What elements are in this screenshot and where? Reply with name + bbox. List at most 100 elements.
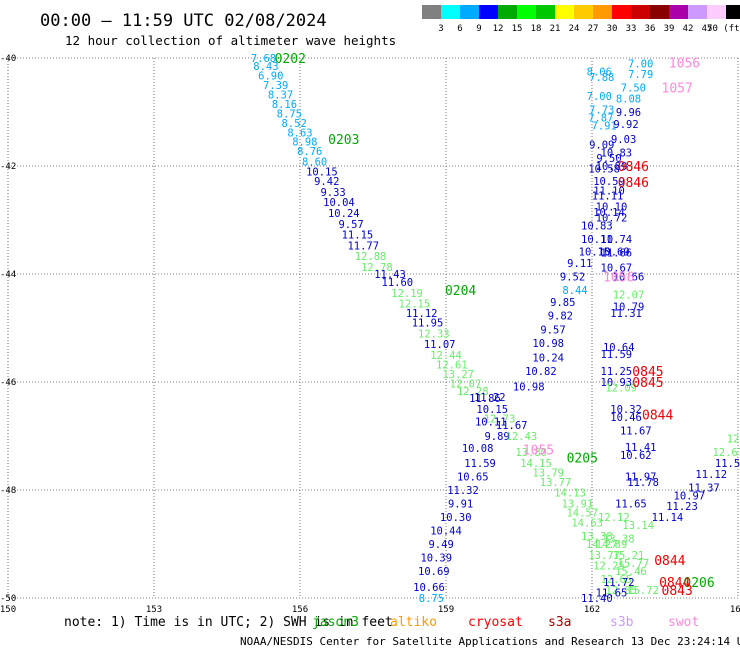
data-point: 12.25	[593, 561, 625, 573]
data-point: 14.15	[520, 458, 552, 470]
data-point: 11.41	[625, 442, 657, 454]
legend-label-1: 6	[457, 24, 462, 34]
data-point: 10.62	[620, 450, 652, 462]
pass-label-cryosat: 0845	[632, 376, 663, 391]
x-tick-label-1: 153	[146, 605, 162, 615]
data-point: 12.65	[601, 574, 633, 586]
data-point: 11.72	[603, 577, 635, 589]
data-point: 13.80	[515, 447, 547, 459]
data-point: 10.15	[306, 166, 338, 178]
legend-label-15: 70 (ft)	[707, 24, 740, 34]
satellite-label-cryosat: cryosat	[468, 615, 523, 630]
data-point: 10.44	[430, 526, 462, 538]
data-point: 13.38	[581, 531, 613, 543]
data-point: 8.43	[253, 61, 278, 73]
data-point: 10.08	[462, 443, 494, 455]
satellite-label-jason3: jason3	[312, 615, 359, 630]
legend-label-11: 36	[645, 24, 656, 34]
data-point: 10.98	[513, 381, 545, 393]
data-point: 10.89	[596, 161, 628, 173]
data-point: 12.43	[506, 431, 538, 443]
pass-label-cryosat: 0844	[642, 408, 673, 423]
data-point: 9.82	[548, 311, 573, 323]
data-point: 10.83	[581, 220, 613, 232]
x-tick-label-0: 150	[0, 605, 16, 615]
data-point: 14.27	[586, 539, 618, 551]
data-point: 13.91	[562, 499, 594, 511]
data-point: 9.42	[314, 176, 339, 188]
data-point: 10.32	[610, 404, 642, 416]
data-point: 12.19	[391, 288, 423, 300]
data-point: 10.10	[596, 202, 628, 214]
data-point: 7.68	[251, 53, 276, 65]
data-point: 10.74	[601, 234, 633, 246]
pass-label-cryosat: 0846	[618, 176, 649, 191]
y-tick-label-2: -44	[0, 270, 16, 280]
data-point: 9.03	[611, 134, 636, 146]
legend-swatch-7	[555, 5, 574, 19]
pass-label-swot: 1057	[662, 82, 693, 97]
legend-swatch-12	[650, 5, 669, 19]
data-point: 14.13	[554, 488, 586, 500]
data-point: 11.97	[625, 472, 657, 484]
data-point: 9.89	[484, 431, 509, 443]
data-point: 12.88	[355, 251, 387, 263]
data-point: 9.96	[616, 107, 641, 119]
pass-label-jason3: 0204	[445, 284, 476, 299]
data-point: 14.89	[596, 539, 628, 551]
data-point: 11.40	[581, 593, 613, 605]
data-point: 10.11	[475, 416, 507, 428]
legend-swatch-13	[669, 5, 688, 19]
chart-subtitle: 12 hour collection of altimeter wave hei…	[65, 33, 396, 48]
data-point: 9.57	[540, 325, 565, 337]
legend-swatch-0	[422, 5, 441, 19]
data-point: 12.07	[450, 379, 482, 391]
pass-label-jason3: 0205	[567, 452, 598, 467]
data-point: 15.46	[615, 566, 647, 578]
x-tick-label-5: 165	[730, 605, 740, 615]
data-point: 10.83	[601, 148, 633, 160]
data-point: 10.24	[532, 353, 564, 365]
data-point: 7.91	[592, 121, 617, 133]
data-point: 15.72	[627, 585, 659, 597]
legend-swatch-14	[688, 5, 707, 19]
data-point: 11.07	[424, 339, 456, 351]
data-point: 11.59	[464, 458, 496, 470]
data-point: 9.85	[550, 297, 575, 309]
data-point: 12.12	[598, 512, 630, 524]
chart-title: 00:00 – 11:59 UTC 02/08/2024	[40, 11, 327, 31]
data-point: 11.53	[715, 458, 740, 470]
data-point: 8.98	[292, 137, 317, 149]
data-point: 13.77	[588, 550, 620, 562]
y-tick-label-4: -48	[0, 486, 16, 496]
legend-label-5: 18	[531, 24, 542, 34]
legend-swatch-16	[726, 5, 740, 19]
data-point: 8.76	[297, 146, 322, 158]
satellite-label-s3a: s3a	[548, 615, 571, 630]
data-point: 11.67	[496, 420, 528, 432]
data-point: 11.78	[627, 477, 659, 489]
data-point: 10.14	[593, 207, 625, 219]
data-point: 10.59	[593, 176, 625, 188]
data-point: 11.43	[374, 269, 406, 281]
data-point: 7.00	[628, 58, 653, 70]
data-point: 10.69	[598, 246, 630, 258]
data-point: 11.12	[695, 469, 727, 481]
data-point: 10.30	[440, 512, 472, 524]
data-point: 11.22	[474, 392, 506, 404]
data-point: 7.00	[587, 91, 612, 103]
data-point: 9.52	[560, 272, 585, 284]
data-point: 11.65	[596, 588, 628, 600]
data-point: 8.60	[302, 157, 327, 169]
data-point: 10.79	[613, 301, 645, 313]
pass-label-jason3: 0203	[328, 133, 359, 148]
data-point: 11.60	[382, 277, 414, 289]
data-point: 11.23	[666, 501, 698, 513]
data-point: 12.44	[430, 350, 462, 362]
data-point: 8.63	[287, 128, 312, 140]
data-point: 10.97	[674, 490, 706, 502]
data-point: 7.73	[589, 104, 614, 116]
data-point: 12.73	[484, 414, 516, 426]
data-point: 10.98	[532, 338, 564, 350]
